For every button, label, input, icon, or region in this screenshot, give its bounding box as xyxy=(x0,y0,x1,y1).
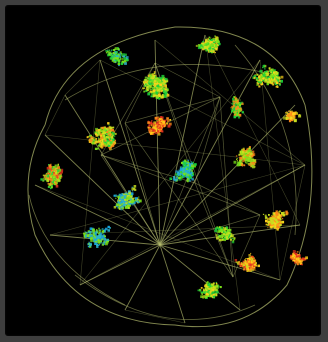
wire-line xyxy=(124,96,221,124)
wire-line xyxy=(194,96,221,184)
node-clusters xyxy=(40,35,308,299)
node-cluster xyxy=(234,252,260,272)
wire-line xyxy=(159,164,306,246)
wire-line xyxy=(232,214,261,278)
wire-line xyxy=(79,59,261,286)
node-cluster xyxy=(289,250,308,266)
wire-line xyxy=(154,39,306,166)
wire-line xyxy=(204,34,241,311)
wire-lines xyxy=(27,26,313,328)
node-cluster xyxy=(195,35,221,54)
node-cluster xyxy=(86,122,117,151)
wire-line xyxy=(159,104,296,246)
node-cluster xyxy=(113,185,142,211)
wire-line xyxy=(219,96,234,278)
wire-arc xyxy=(64,64,276,101)
internet-map-globe-image xyxy=(27,26,313,328)
wire-line xyxy=(99,59,161,246)
wire-line xyxy=(79,59,101,286)
node-cluster xyxy=(40,163,64,190)
node-cluster xyxy=(262,210,289,231)
wire-line xyxy=(34,184,161,246)
node-cluster xyxy=(105,47,129,67)
wire-arc xyxy=(27,124,176,326)
wire-line xyxy=(279,164,306,281)
node-cluster xyxy=(147,116,172,136)
node-cluster xyxy=(230,96,244,119)
visualization-canvas xyxy=(5,5,321,336)
wire-line xyxy=(159,244,186,324)
wire-line xyxy=(204,34,301,226)
node-cluster xyxy=(214,226,236,244)
wire-line xyxy=(49,224,301,236)
node-cluster xyxy=(283,110,302,123)
wire-line xyxy=(194,182,234,278)
node-cluster xyxy=(233,146,257,169)
wire-line xyxy=(159,59,261,246)
node-cluster xyxy=(169,159,197,183)
wire-line xyxy=(49,164,306,236)
wire-arc xyxy=(234,44,297,236)
wire-line xyxy=(159,244,281,281)
wire-arc xyxy=(44,26,306,126)
wire-line xyxy=(79,164,306,286)
wire-line xyxy=(124,309,186,324)
wire-line xyxy=(44,134,306,166)
node-cluster xyxy=(142,71,170,100)
node-cluster xyxy=(252,64,284,88)
wire-line xyxy=(194,182,261,216)
wire-line xyxy=(154,39,161,246)
wire-line xyxy=(259,59,281,281)
wire-line xyxy=(154,62,221,98)
wire-line xyxy=(99,59,306,166)
node-cluster xyxy=(83,225,111,248)
node-cluster xyxy=(197,281,222,299)
wire-line xyxy=(100,154,261,216)
wire-line xyxy=(44,94,66,136)
wire-arc xyxy=(74,274,256,320)
wire-line xyxy=(159,244,241,311)
wire-line xyxy=(44,134,161,246)
wire-line xyxy=(124,244,161,311)
wire-line xyxy=(124,122,234,278)
wire-line xyxy=(124,122,161,246)
wire-arc xyxy=(28,194,126,306)
wire-line xyxy=(159,214,261,246)
wire-line xyxy=(64,59,101,96)
wire-line xyxy=(159,34,206,246)
wire-line xyxy=(124,62,156,124)
wire-arc xyxy=(174,104,313,328)
wire-line xyxy=(64,94,161,246)
wire-line xyxy=(79,244,161,286)
